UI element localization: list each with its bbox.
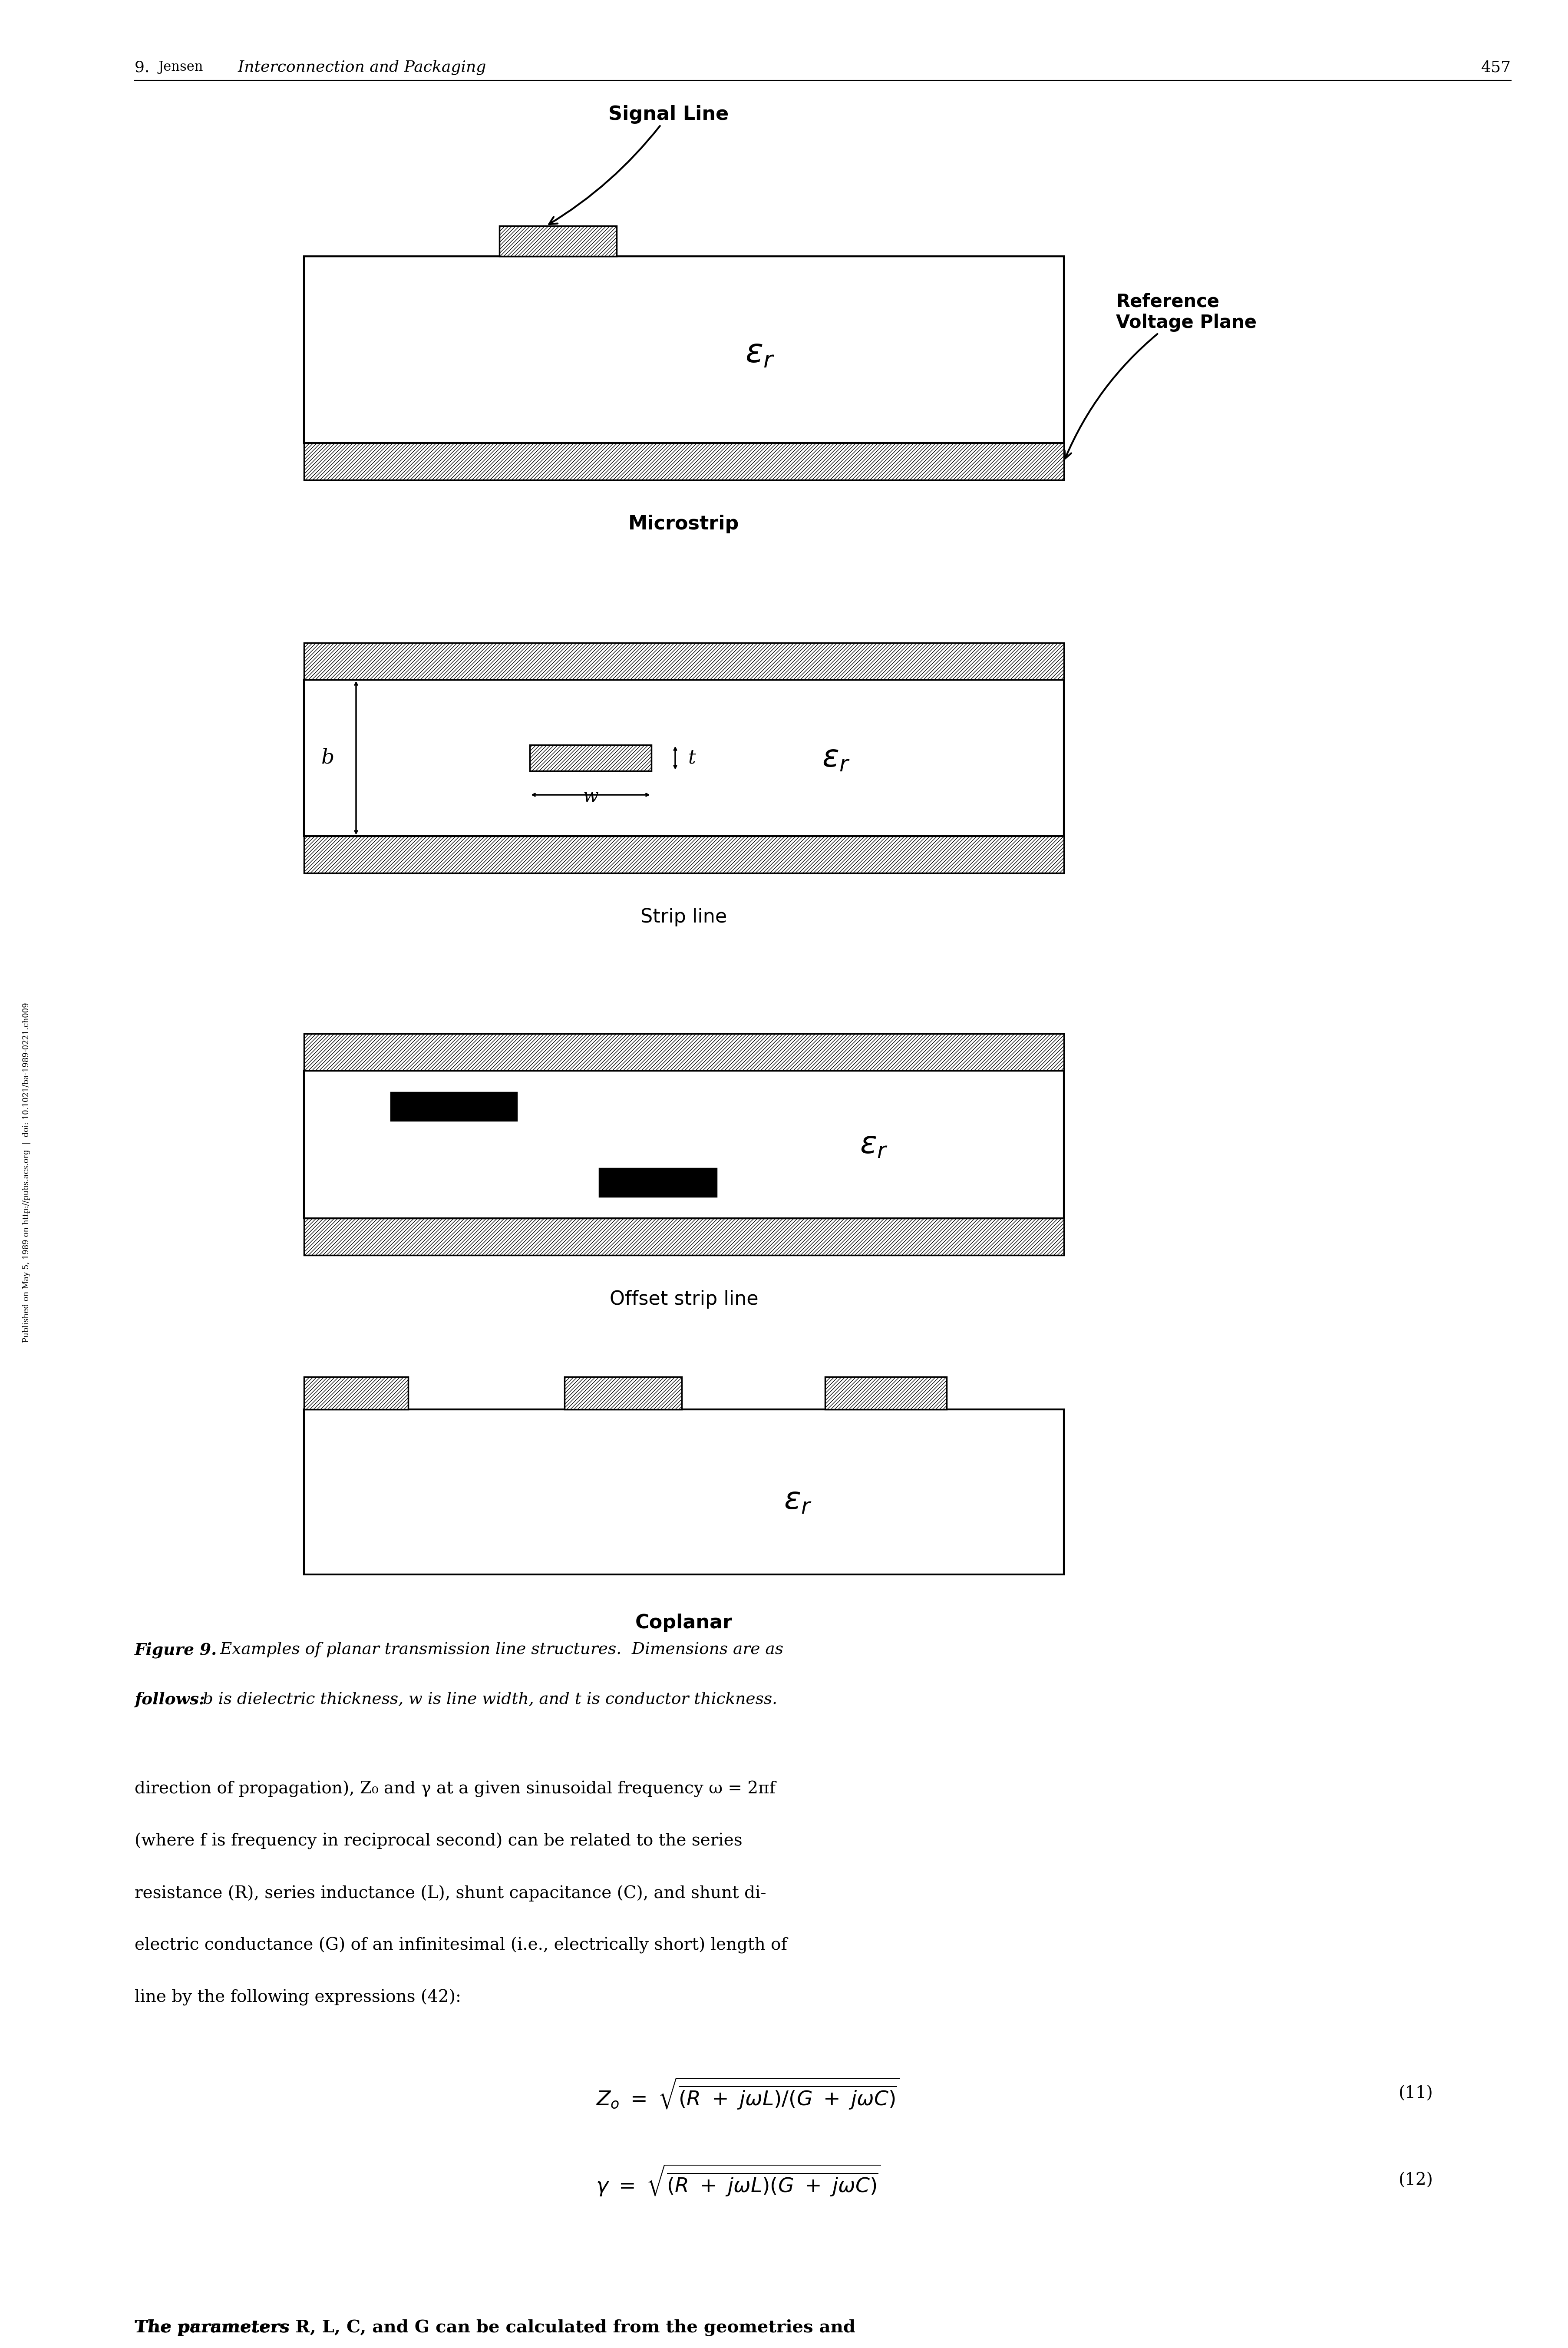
Text: Examples of planar transmission line structures.  Dimensions are as: Examples of planar transmission line str…: [215, 1641, 784, 1658]
Text: $\gamma \ = \ \sqrt{\overline{(R \ + \ j\omega L)(G \ + \ j\omega C)}}$: $\gamma \ = \ \sqrt{\overline{(R \ + \ j…: [596, 2163, 881, 2198]
Bar: [304, 1033, 1063, 1071]
Bar: [304, 1219, 1063, 1256]
Bar: [564, 1376, 682, 1409]
Text: Microstrip: Microstrip: [629, 514, 740, 533]
Text: Published on May 5, 1989 on http://pubs.acs.org  |  doi: 10.1021/ba-1989-0221.ch: Published on May 5, 1989 on http://pubs.…: [24, 1003, 31, 1343]
Text: electric conductance (G) of an infinitesimal (i.e., electrically short) length o: electric conductance (G) of an infinites…: [135, 1937, 787, 1954]
Bar: [304, 679, 1063, 836]
Bar: [825, 1376, 947, 1409]
Bar: [304, 836, 1063, 873]
Bar: [390, 1092, 517, 1120]
Text: Coplanar: Coplanar: [635, 1613, 732, 1632]
Text: Jensen: Jensen: [158, 61, 204, 75]
Text: Reference
Voltage Plane: Reference Voltage Plane: [1065, 294, 1256, 458]
Text: w: w: [583, 787, 599, 805]
Text: Signal Line: Signal Line: [549, 106, 729, 223]
Text: (where f is frequency in reciprocal second) can be related to the series: (where f is frequency in reciprocal seco…: [135, 1834, 742, 1850]
Text: line by the following expressions (42):: line by the following expressions (42):: [135, 1989, 461, 2005]
Bar: [304, 1376, 408, 1409]
Text: $\varepsilon_r$: $\varepsilon_r$: [745, 338, 775, 369]
Text: resistance (R), series inductance (L), shunt capacitance (C), and shunt di-: resistance (R), series inductance (L), s…: [135, 1885, 767, 1902]
Text: follows:: follows:: [135, 1691, 205, 1707]
Bar: [304, 256, 1063, 444]
Text: 457: 457: [1482, 61, 1512, 75]
Text: $\varepsilon_r$: $\varepsilon_r$: [822, 742, 850, 772]
Bar: [304, 643, 1063, 679]
Bar: [304, 444, 1063, 479]
Text: $\varepsilon_r$: $\varepsilon_r$: [859, 1129, 887, 1160]
Text: The parameters R, L, C, and G can be calculated from the geometries and: The parameters R, L, C, and G can be cal…: [135, 2320, 856, 2336]
Text: b is dielectric thickness, w is line width, and t is conductor thickness.: b is dielectric thickness, w is line wid…: [198, 1691, 778, 1707]
Text: (11): (11): [1399, 2085, 1433, 2101]
Text: The parameters: The parameters: [135, 2320, 296, 2336]
Bar: [304, 1409, 1063, 1576]
Text: direction of propagation), Z₀ and γ at a given sinusoidal frequency ω = 2πf: direction of propagation), Z₀ and γ at a…: [135, 1780, 776, 1799]
Text: Offset strip line: Offset strip line: [610, 1289, 759, 1308]
Text: t: t: [688, 749, 696, 768]
Text: (12): (12): [1399, 2172, 1433, 2188]
Bar: [599, 1169, 717, 1197]
Bar: [530, 744, 651, 770]
Text: b: b: [321, 749, 334, 768]
Bar: [499, 225, 616, 256]
Text: Strip line: Strip line: [641, 909, 728, 927]
Text: $Z_o \ = \ \sqrt{\overline{(R \ + \ j\omega L)/(G \ + \ j\omega C)}}$: $Z_o \ = \ \sqrt{\overline{(R \ + \ j\om…: [596, 2076, 900, 2111]
Bar: [304, 1071, 1063, 1219]
Text: 9.: 9.: [135, 61, 165, 75]
Text: Figure 9.: Figure 9.: [135, 1641, 218, 1658]
Text: Interconnection and Packaging: Interconnection and Packaging: [227, 59, 486, 75]
Text: $\varepsilon_r$: $\varepsilon_r$: [784, 1484, 812, 1514]
